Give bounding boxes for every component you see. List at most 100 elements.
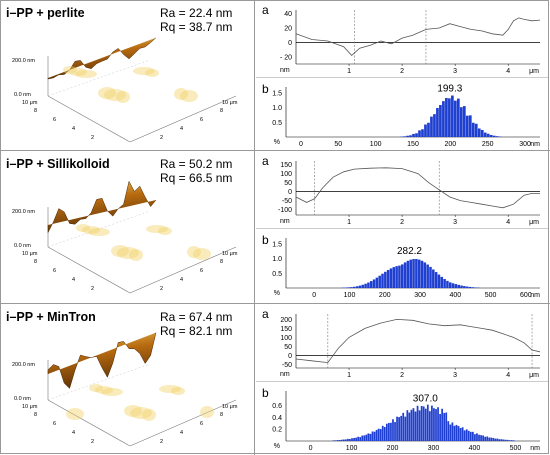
histogram-bar <box>353 286 356 288</box>
histogram-bar <box>457 284 460 288</box>
afm-3d-surface: 200.0 nm 0.0 nm 10 μm 10 μm 8 6 4 2 8 6 4 2 <box>12 37 238 143</box>
histogram-y-tick: 1.5 <box>272 241 282 248</box>
histogram-bar <box>412 408 415 441</box>
peak-value-label: 282.2 <box>397 246 422 257</box>
histogram-bar <box>383 427 386 441</box>
profile-y-tick: 40 <box>284 11 292 18</box>
histogram-bar <box>449 424 452 441</box>
histogram-bar <box>484 436 487 441</box>
histogram-bar <box>420 406 423 441</box>
histogram-bar <box>350 287 353 288</box>
histogram-bar <box>369 433 372 441</box>
histogram-bar <box>461 427 464 441</box>
profile-x-unit: μm <box>529 219 539 226</box>
y-axis-max-label: 10 μm <box>22 404 38 410</box>
panel-label-a: a <box>262 307 269 321</box>
profile-x-tick: 1 <box>347 219 351 226</box>
afm-3d-surface: 200.0 nm 0.0 nm 10 μm 10 μm 8 6 4 2 8 6 4 2 <box>12 332 238 447</box>
histogram-bar <box>469 431 472 441</box>
histogram-x-tick: 300 <box>414 292 426 299</box>
histogram-bar <box>426 404 429 441</box>
histogram-bar <box>395 266 398 288</box>
histogram-bar <box>474 287 477 288</box>
ra-value: Ra = 67.4 nm <box>160 310 233 324</box>
profile-y-tick: 0 <box>288 353 292 360</box>
histogram-bar <box>403 136 406 137</box>
histogram-bar <box>400 415 403 441</box>
histogram-bar <box>334 440 337 441</box>
histogram-bar <box>465 429 468 441</box>
histogram-bar <box>451 422 454 441</box>
profile-x-tick: 3 <box>453 219 457 226</box>
histogram-x-tick: 500 <box>510 445 522 452</box>
rq-value: Rq = 82.1 nm <box>160 324 233 338</box>
histogram-bar <box>502 439 505 441</box>
profile-y-tick: 50 <box>284 180 292 187</box>
histogram-bar <box>482 435 484 441</box>
histogram-bar <box>406 410 409 441</box>
z-axis-bottom-label: 0.0 nm <box>14 396 31 402</box>
histogram-bar <box>378 275 381 288</box>
histogram-bar <box>445 97 448 137</box>
profile-x-tick: 4 <box>506 219 510 226</box>
histogram-x-tick: 50 <box>334 141 342 148</box>
afm-tick-left: 8 <box>34 259 37 265</box>
histogram-bar <box>388 422 390 441</box>
ra-value: Ra = 50.2 nm <box>160 157 233 171</box>
histogram-bar <box>375 429 378 441</box>
afm-tick-left: 4 <box>72 430 75 436</box>
histogram-bar <box>432 269 435 288</box>
rq-value: Rq = 38.7 nm <box>160 20 233 34</box>
profile-x-unit: μm <box>529 68 539 75</box>
z-axis-bottom-label: 0.0 nm <box>14 92 31 98</box>
histogram-bar <box>429 266 432 288</box>
profile-chart: a 150 100 50 0 -50 -100 nm 1 2 3 4 μm <box>262 154 540 226</box>
histogram-y-tick: 0.5 <box>272 271 282 278</box>
histogram-x-tick: 200 <box>445 141 457 148</box>
sample-row: i–PP + MinTron Ra = 67.4 nm Rq = 82.1 nm 20… <box>0 304 550 454</box>
afm-tick-right: 2 <box>160 135 163 141</box>
histogram-bar <box>416 405 419 441</box>
profile-x-tick: 1 <box>347 68 351 75</box>
histogram-bar <box>467 430 470 441</box>
row-divider-1 <box>0 150 550 151</box>
z-axis-top-label: 200.0 nm <box>12 362 35 368</box>
histogram-bar <box>463 430 466 441</box>
x-axis-max-label: 10 μm <box>222 404 238 410</box>
histogram-bar <box>463 286 466 288</box>
profile-x-tick: 3 <box>453 372 457 379</box>
histogram-bar <box>465 115 469 137</box>
roughness-values: Ra = 22.4 nm Rq = 38.7 nm <box>160 6 232 34</box>
histogram-bar <box>385 423 388 441</box>
histogram-bar <box>495 136 499 137</box>
histogram-bar <box>465 286 469 288</box>
histogram-y-tick: 0.2 <box>272 427 282 434</box>
histogram-x-tick: 100 <box>370 141 382 148</box>
histogram-bar <box>372 279 376 288</box>
profile-y-unit: nm <box>280 371 290 378</box>
profile-x-tick: 2 <box>400 219 404 226</box>
histogram-bar <box>379 429 382 441</box>
afm-tick-left: 6 <box>53 421 56 427</box>
histogram-bar <box>442 101 445 137</box>
histogram-bar <box>390 422 392 441</box>
afm-tick-right: 6 <box>200 117 203 123</box>
histogram-bar <box>471 431 474 441</box>
histogram-bar <box>490 437 493 441</box>
column-divider <box>254 0 255 455</box>
histogram-bar <box>506 439 509 441</box>
y-axis-max-label: 10 μm <box>22 251 38 257</box>
histogram-bar <box>412 259 415 288</box>
histogram-y-tick: 0.4 <box>272 415 282 422</box>
histogram-x-unit: nm <box>530 141 540 148</box>
histogram-bar <box>437 274 441 288</box>
histogram-bar <box>389 268 393 288</box>
panel-label-b: b <box>262 233 269 247</box>
histogram-bar <box>496 438 499 441</box>
histogram-bar <box>440 276 444 288</box>
afm-tick-right: 8 <box>220 412 223 418</box>
histogram-x-unit: nm <box>530 445 540 452</box>
histogram-bar <box>483 132 487 137</box>
profile-y-tick: -100 <box>278 207 292 214</box>
